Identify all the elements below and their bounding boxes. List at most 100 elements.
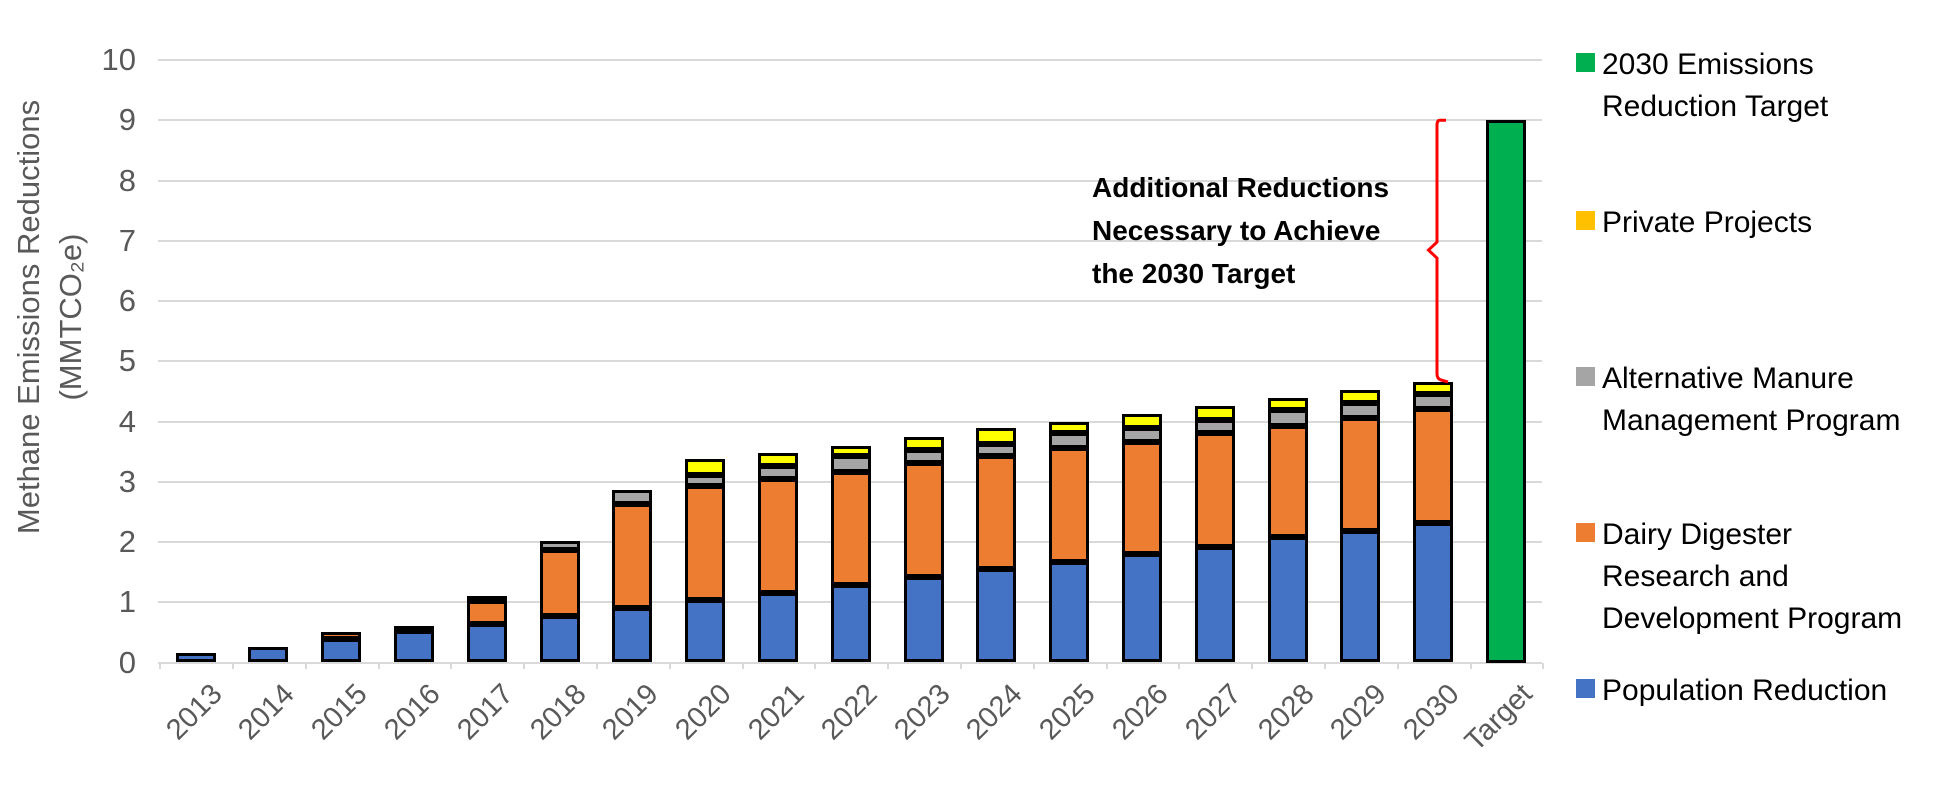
legend-label: Dairy Digester Research and Development … (1602, 518, 1903, 635)
y-tick-label-7: 7 (118, 222, 136, 258)
bar-segment-2017-alternative-manure-management-program (466, 596, 507, 603)
gridline-10 (158, 59, 1542, 61)
bar-segment-2029-private-projects (1340, 389, 1381, 403)
bar-segment-2021-private-projects (757, 452, 798, 467)
legend-label: Private Projects (1602, 206, 1813, 239)
x-axis-tickmark (595, 663, 598, 669)
bar-segment-2026-population-reduction (1121, 554, 1162, 663)
y-tick-label-10: 10 (101, 42, 136, 77)
legend-item-alternative-manure: Alternative Manure Management Program (1576, 358, 1900, 442)
bar-segment-2016-population-reduction (393, 631, 434, 663)
x-axis-tickmark (1251, 663, 1254, 669)
x-axis-tickmark (231, 663, 234, 669)
bar-segment-2025-alternative-manure-management-program (1049, 432, 1090, 448)
bar-segment-2016-dairy-digester-research-and-development-program (393, 625, 434, 632)
bar-segment-2027-private-projects (1194, 405, 1235, 421)
bar-segment-2021-population-reduction (757, 593, 798, 663)
y-tick-label-0: 0 (118, 644, 136, 680)
bar-segment-2030-private-projects (1413, 381, 1454, 395)
bar-segment-2027-alternative-manure-management-program (1194, 420, 1235, 433)
bar-segment-2017-dairy-digester-research-and-development-program (466, 601, 507, 624)
bar-segment-2024-population-reduction (976, 569, 1017, 663)
bar-segment-2026-alternative-manure-management-program (1121, 427, 1162, 442)
y-tick-label-4: 4 (118, 403, 136, 439)
bar-segment-2021-dairy-digester-research-and-development-program (757, 479, 798, 594)
bar-segment-2026-dairy-digester-research-and-development-program (1121, 441, 1162, 555)
x-axis-tickmark (159, 663, 162, 669)
bar-segment-2020-dairy-digester-research-and-development-program (685, 485, 726, 601)
legend-label: 2030 Emissions Reduction Target (1602, 48, 1829, 123)
x-axis-tickmark (1323, 663, 1326, 669)
x-axis-tickmark (1178, 663, 1181, 669)
y-tick-label-3: 3 (118, 463, 136, 499)
legend-swatch-icon (1576, 211, 1595, 230)
legend-item-population-reduction: Population Reduction (1576, 670, 1887, 712)
bar-segment-2019-population-reduction (612, 608, 653, 663)
legend-label: Population Reduction (1602, 674, 1888, 707)
bar-segment-2020-alternative-manure-management-program (685, 474, 726, 486)
legend-item-private-projects: Private Projects (1576, 202, 1812, 244)
bar-segment-2014-population-reduction (248, 646, 289, 663)
gridline-6 (158, 300, 1542, 302)
bar-segment-2024-private-projects (976, 428, 1017, 444)
x-axis-tickmark (523, 663, 526, 669)
legend-item-dairy-digester: Dairy Digester Research and Development … (1576, 514, 1902, 640)
bar-segment-2020-population-reduction (685, 600, 726, 663)
bar-segment-2029-dairy-digester-research-and-development-program (1340, 417, 1381, 532)
x-axis-tickmark (959, 663, 962, 669)
bar-segment-2030-alternative-manure-management-program (1413, 394, 1454, 409)
bar-segment-2028-dairy-digester-research-and-development-program (1267, 426, 1308, 538)
bar-segment-2029-alternative-manure-management-program (1340, 402, 1381, 418)
legend: 2030 Emissions Reduction Target Private P… (1576, 0, 1936, 807)
bar-segment-2013-population-reduction (175, 653, 216, 663)
annotation-additional-reductions: Additional Reductions Necessary to Achie… (1092, 172, 1390, 289)
bar-segment-2025-dairy-digester-research-and-development-program (1049, 448, 1090, 562)
y-tick-label-9: 9 (118, 102, 136, 138)
bar-segment-2030-dairy-digester-research-and-development-program (1413, 408, 1454, 523)
bar-segment-2025-population-reduction (1049, 561, 1090, 663)
bar-segment-2022-population-reduction (830, 584, 871, 663)
bar-segment-2019-alternative-manure-management-program (612, 490, 653, 505)
bar-segment-2027-dairy-digester-research-and-development-program (1194, 432, 1235, 547)
x-axis-tickmark (1542, 663, 1545, 669)
bar-segment-2022-dairy-digester-research-and-development-program (830, 471, 871, 585)
y-tick-label-1: 1 (118, 584, 136, 620)
bar-segment-2024-dairy-digester-research-and-development-program (976, 455, 1017, 570)
bar-segment-2018-dairy-digester-research-and-development-program (539, 549, 580, 617)
bar-segment-2015-dairy-digester-research-and-development-program (321, 631, 362, 639)
legend-label: Alternative Manure Management Program (1602, 362, 1901, 437)
legend-swatch-icon (1576, 679, 1595, 698)
gridline-4 (158, 420, 1542, 423)
bar-segment-2023-alternative-manure-management-program (903, 449, 944, 464)
x-axis-tickmark (887, 663, 890, 669)
bar-segment-2018-population-reduction (539, 616, 580, 663)
bar-segment-2024-alternative-manure-management-program (976, 443, 1017, 456)
y-tick-label-6: 6 (118, 283, 136, 318)
x-axis-tickmark (450, 663, 453, 669)
bar-segment-2023-population-reduction (903, 576, 944, 663)
x-axis-tickmark (1105, 663, 1108, 669)
x-axis-tickmark (668, 663, 671, 669)
bar-segment-2020-private-projects (685, 459, 726, 475)
bar-segment-2023-private-projects (903, 437, 944, 450)
bar-segment-2025-private-projects (1049, 421, 1090, 433)
bar-segment-2028-population-reduction (1267, 537, 1308, 663)
gridline-7 (158, 239, 1542, 242)
x-axis-tickmark (814, 663, 817, 669)
bar-segment-2028-alternative-manure-management-program (1267, 410, 1308, 427)
bar-segment-2023-dairy-digester-research-and-development-program (903, 463, 944, 577)
bar-segment-2029-population-reduction (1340, 531, 1381, 663)
legend-item-2030-emissions: 2030 Emissions Reduction Target (1576, 44, 1828, 128)
red-brace-icon (1426, 118, 1449, 384)
legend-swatch-icon (1576, 53, 1595, 72)
bar-segment-2028-private-projects (1267, 398, 1308, 411)
bar-segment-2019-dairy-digester-research-and-development-program (612, 504, 653, 609)
x-axis-tickmark (377, 663, 380, 669)
legend-swatch-icon (1576, 523, 1595, 542)
legend-swatch-icon (1576, 367, 1595, 386)
y-tick-label-5: 5 (118, 343, 136, 379)
gridline-5 (158, 360, 1542, 363)
x-axis-tickmark (1396, 663, 1399, 669)
y-tick-label-8: 8 (118, 162, 136, 198)
